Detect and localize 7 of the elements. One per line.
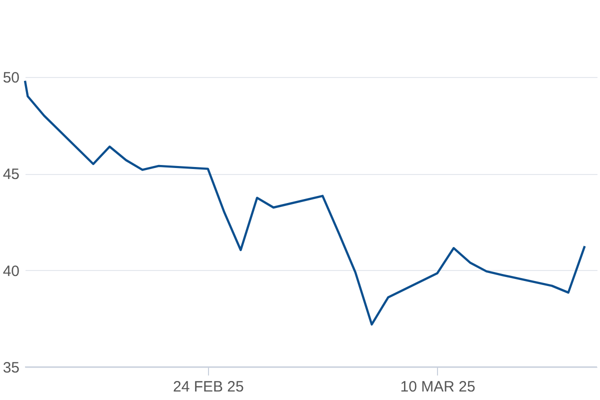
y-tick-label: 35 — [2, 360, 20, 376]
y-tick-label: 50 — [2, 70, 20, 86]
line-series — [24, 80, 586, 326]
x-tick-label: 10 MAR 25 — [400, 378, 476, 396]
y-tick-label: 40 — [2, 262, 20, 280]
y-tick-label: 45 — [2, 166, 20, 184]
x-tick-label: 24 FEB 25 — [172, 378, 244, 396]
